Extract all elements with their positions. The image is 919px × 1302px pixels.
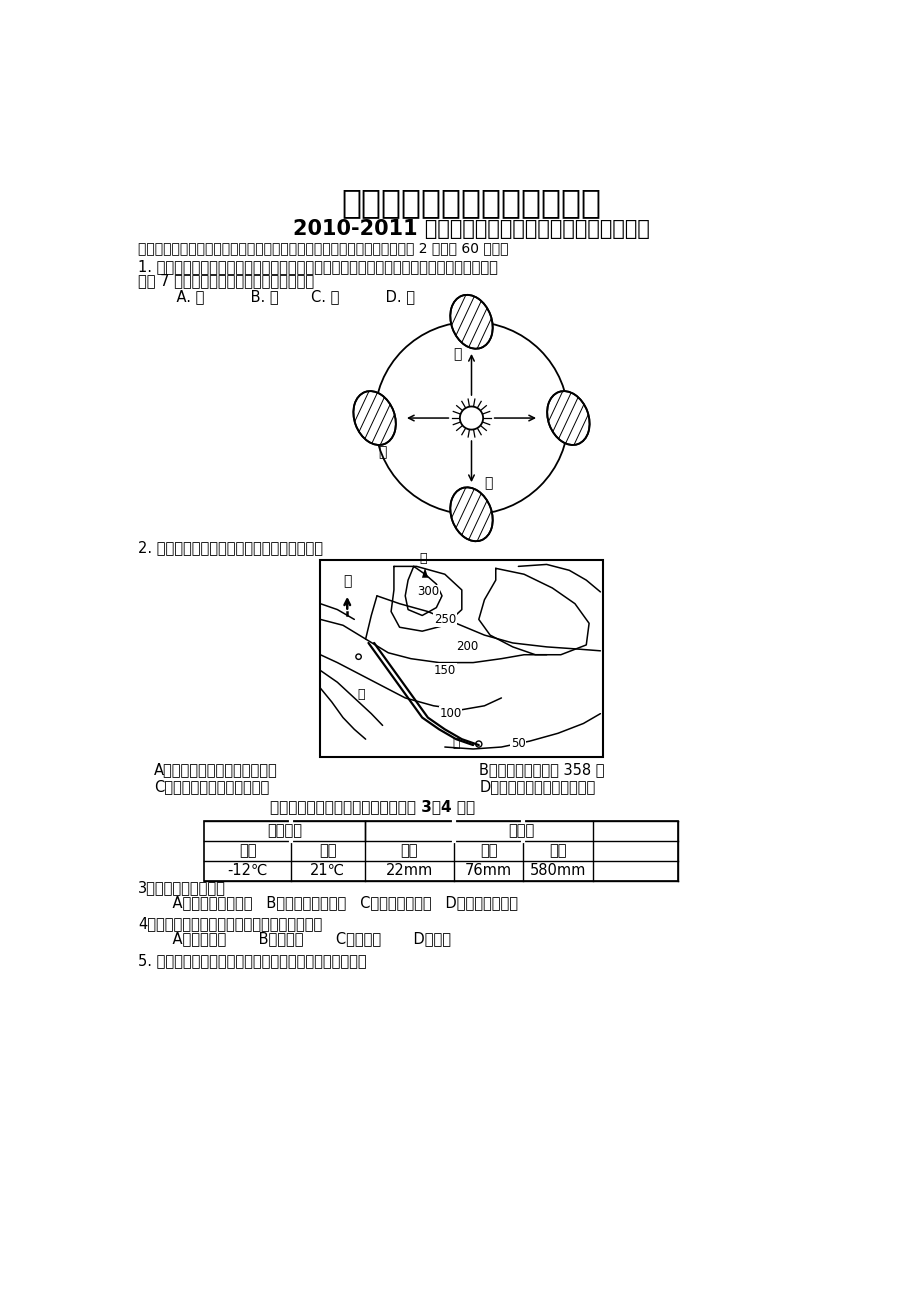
Text: 5. 读下图气温曲线和降水柱状图，判断下列说法正确的是: 5. 读下图气温曲线和降水柱状图，判断下列说法正确的是 bbox=[138, 953, 367, 969]
Text: 一、选择题（每题只有一项正确选项，请将正确选项填涂到机读卡上。每题 2 分，共 60 分。）: 一、选择题（每题只有一项正确选项，请将正确选项填涂到机读卡上。每题 2 分，共 … bbox=[138, 242, 508, 255]
Text: 50: 50 bbox=[510, 737, 525, 750]
Ellipse shape bbox=[449, 487, 493, 542]
Text: 150: 150 bbox=[433, 664, 456, 677]
Text: 小: 小 bbox=[357, 687, 365, 700]
Text: 七月: 七月 bbox=[480, 844, 497, 858]
Bar bbox=[320, 560, 603, 756]
Text: B．甲处的海拔约为 358 米: B．甲处的海拔约为 358 米 bbox=[479, 763, 604, 777]
Text: 一月: 一月 bbox=[400, 844, 417, 858]
Text: 降水量: 降水量 bbox=[508, 823, 534, 838]
Polygon shape bbox=[422, 568, 427, 578]
Circle shape bbox=[460, 406, 482, 430]
Text: 3．该种气候类型属于: 3．该种气候类型属于 bbox=[138, 880, 226, 896]
Text: 平均气温: 平均气温 bbox=[267, 823, 301, 838]
Ellipse shape bbox=[547, 391, 589, 445]
Text: 全年: 全年 bbox=[549, 844, 566, 858]
Text: A. 甲          B. 乙       C. 丙          D. 丁: A. 甲 B. 乙 C. 丙 D. 丁 bbox=[157, 289, 414, 303]
Text: 300: 300 bbox=[416, 586, 438, 599]
Text: A．巴西利亚       B．莫斯科       C．雅加达       D．首尔: A．巴西利亚 B．莫斯科 C．雅加达 D．首尔 bbox=[153, 931, 450, 947]
Text: 合肥一中、六中、一六八中学: 合肥一中、六中、一六八中学 bbox=[341, 186, 601, 219]
Text: 100: 100 bbox=[439, 707, 461, 720]
Text: 2010-2011 学年度第二学期高二期末联考地理测试卷: 2010-2011 学年度第二学期高二期末联考地理测试卷 bbox=[293, 220, 649, 240]
Text: 河: 河 bbox=[452, 737, 460, 750]
Text: A．温带大陆性气候   B．亚热带季风气候   C．热带雨林气候   D．热带季风气候: A．温带大陆性气候 B．亚热带季风气候 C．热带雨林气候 D．热带季风气候 bbox=[153, 896, 517, 910]
Text: -12℃: -12℃ bbox=[227, 863, 267, 879]
Text: 580mm: 580mm bbox=[529, 863, 585, 879]
Text: 1. 淄博中学生小明到黑龙江漠河去旅游，他观察到：这一天太阳挂在空中的时间很短，只有: 1. 淄博中学生小明到黑龙江漠河去旅游，他观察到：这一天太阳挂在空中的时间很短，… bbox=[138, 259, 497, 273]
Ellipse shape bbox=[449, 294, 493, 349]
Text: A．甲处地形部位的名称是山脊: A．甲处地形部位的名称是山脊 bbox=[153, 763, 278, 777]
Ellipse shape bbox=[353, 391, 395, 445]
Text: 2. 读下面的等高线地形图，下列说法正确的是: 2. 读下面的等高线地形图，下列说法正确的是 bbox=[138, 540, 323, 555]
Text: 250: 250 bbox=[433, 613, 456, 626]
Text: 4．下列城市的气候特征和上表资料最接近的是: 4．下列城市的气候特征和上表资料最接近的是 bbox=[138, 915, 323, 931]
Text: 76mm: 76mm bbox=[464, 863, 512, 879]
Text: 200: 200 bbox=[456, 641, 478, 654]
Text: C．小河的流向是西北向东南: C．小河的流向是西北向东南 bbox=[153, 780, 268, 794]
Text: 一月: 一月 bbox=[239, 844, 256, 858]
Text: 甲: 甲 bbox=[453, 348, 461, 361]
Bar bbox=[204, 820, 677, 881]
Text: 乙: 乙 bbox=[378, 445, 386, 458]
Text: 七月: 七月 bbox=[319, 844, 336, 858]
Text: 下表为世界某地气候资料，据表回答 3～4 题。: 下表为世界某地气候资料，据表回答 3～4 题。 bbox=[269, 799, 474, 814]
Text: D．小河的流向是东南向西北: D．小河的流向是东南向西北 bbox=[479, 780, 595, 794]
Text: 不足 7 个小时，这一天最有可能是下图中的: 不足 7 个小时，这一天最有可能是下图中的 bbox=[138, 273, 314, 289]
Text: 22mm: 22mm bbox=[385, 863, 432, 879]
Text: 甲: 甲 bbox=[418, 552, 426, 565]
Text: 21℃: 21℃ bbox=[310, 863, 345, 879]
Text: 丙: 丙 bbox=[483, 477, 493, 491]
Text: 北: 北 bbox=[343, 574, 351, 589]
